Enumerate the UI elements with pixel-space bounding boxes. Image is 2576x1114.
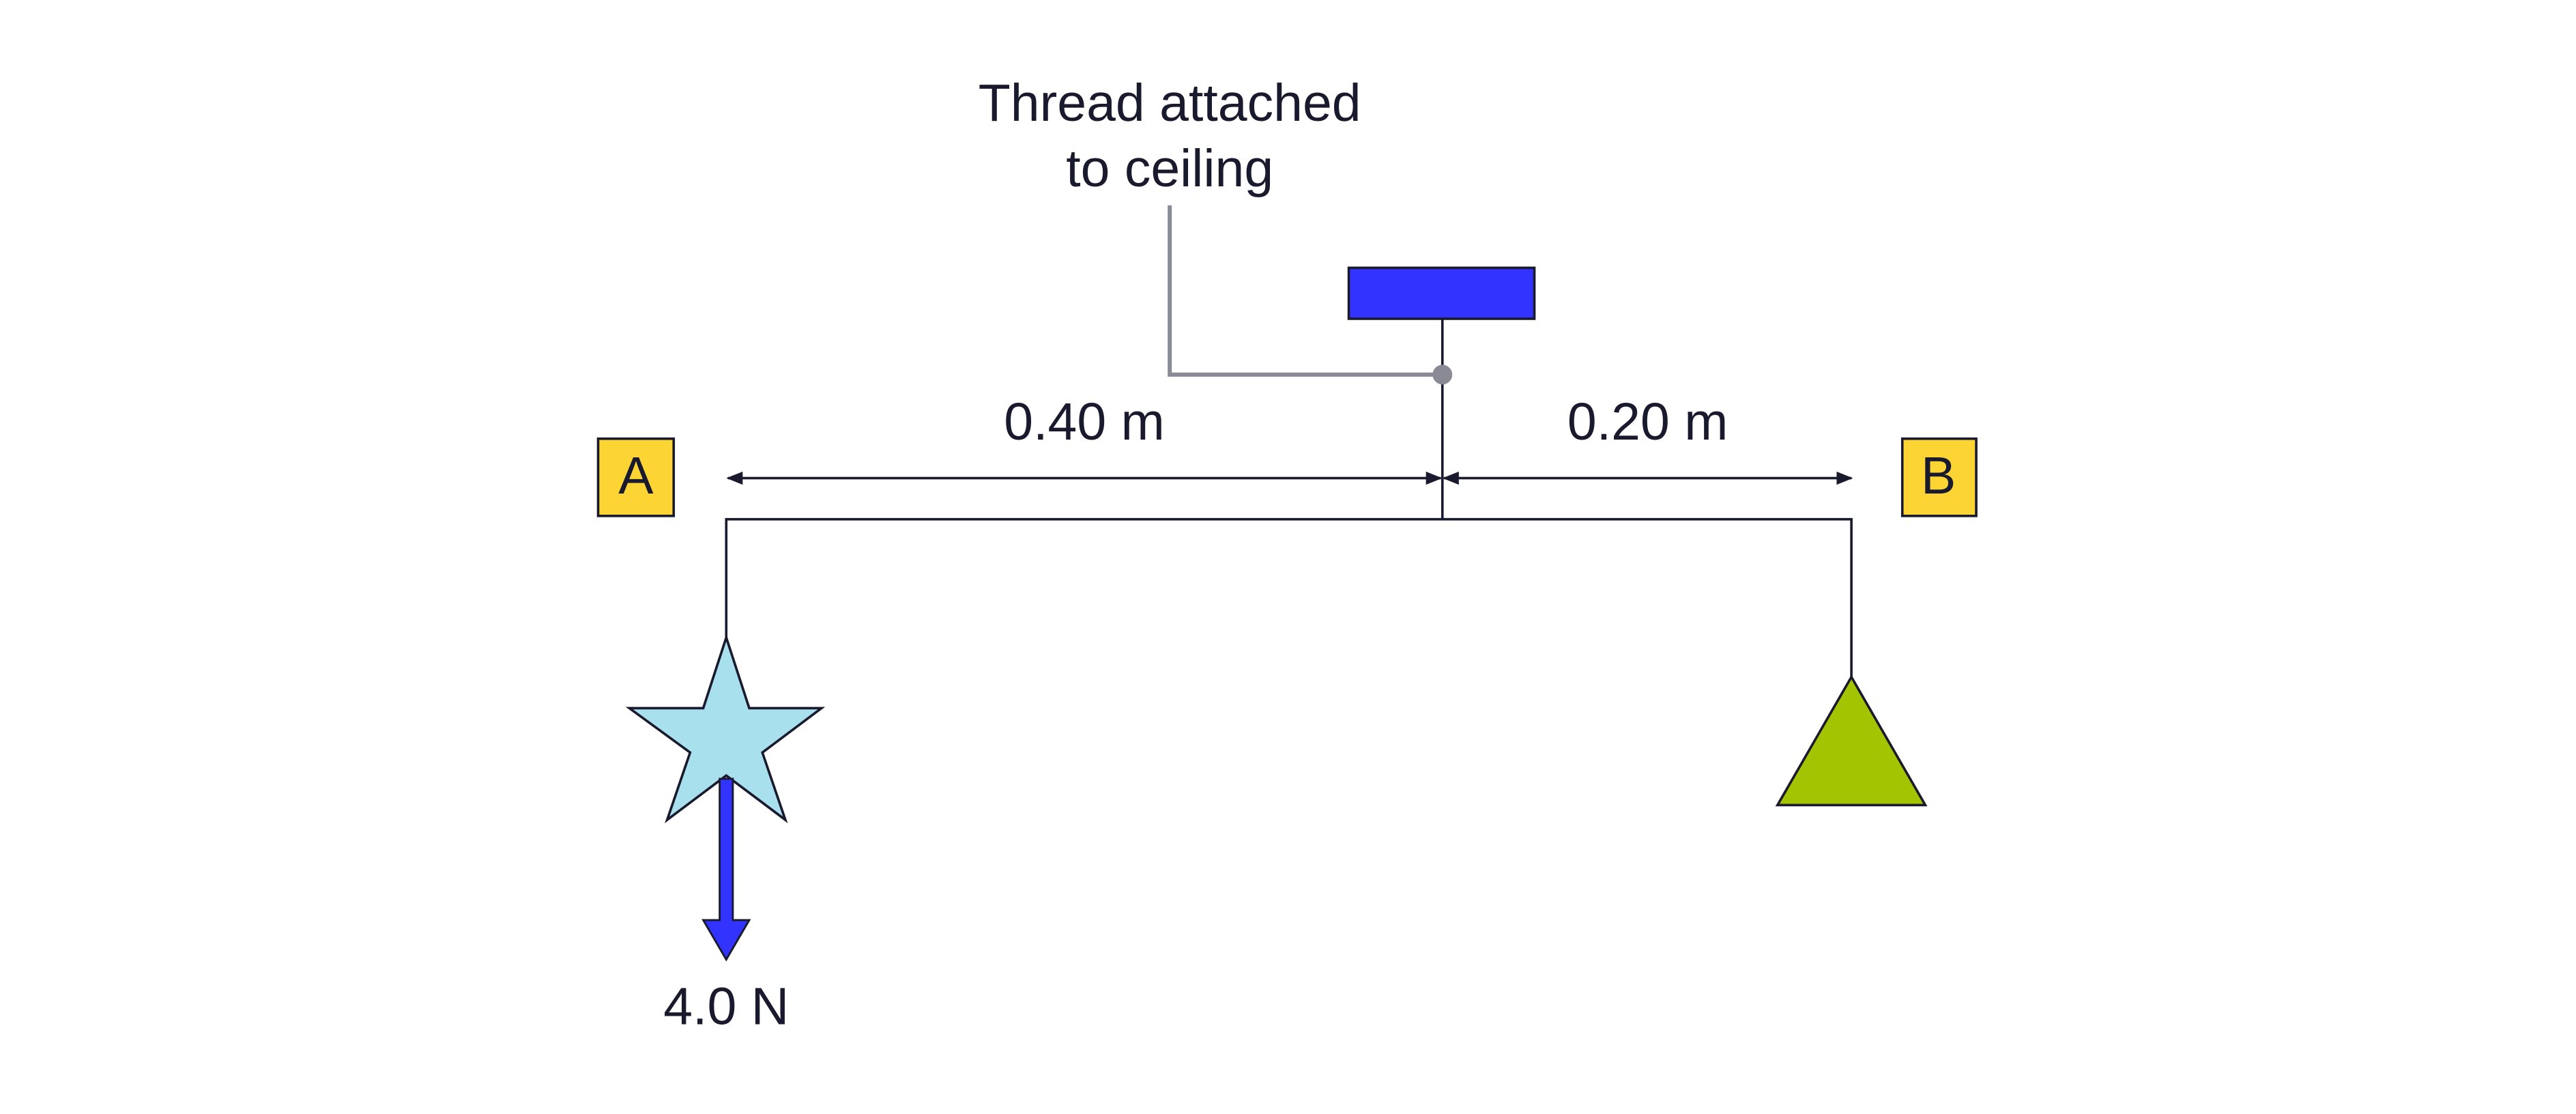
star-mass xyxy=(625,633,826,824)
dimension-label: 0.20 m xyxy=(1567,392,1728,451)
force-arrow xyxy=(701,777,751,962)
callout-text: Thread attached xyxy=(979,74,1361,132)
point-label: B xyxy=(1921,446,1956,505)
label-box xyxy=(1900,437,1978,517)
callout-dot xyxy=(1432,365,1453,385)
force-label: 4.0 N xyxy=(663,977,789,1036)
ceiling xyxy=(1347,266,1536,320)
dimension-label: 0.40 m xyxy=(1004,392,1164,451)
triangle-mass xyxy=(1775,674,1928,807)
point-label: A xyxy=(618,446,654,505)
callout-text: to ceiling xyxy=(1066,139,1273,198)
label-box xyxy=(596,437,676,517)
callout-line xyxy=(1168,205,1443,377)
beam xyxy=(725,517,1853,677)
